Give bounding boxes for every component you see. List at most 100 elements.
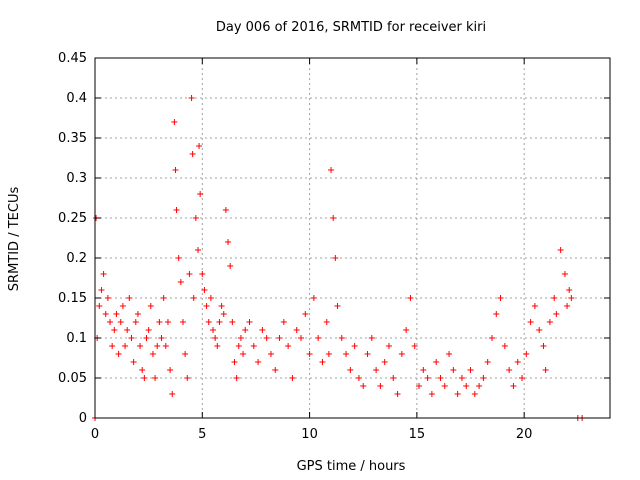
data-point (149, 351, 156, 357)
data-point (184, 375, 191, 381)
data-point (235, 343, 242, 349)
data-point (197, 191, 204, 197)
data-point (132, 319, 139, 325)
data-point (152, 375, 159, 381)
data-point (566, 287, 573, 293)
data-point (328, 167, 335, 173)
data-point (115, 351, 122, 357)
data-point (218, 303, 225, 309)
data-point (280, 319, 287, 325)
data-point (259, 327, 266, 333)
data-point (458, 375, 465, 381)
data-point (107, 319, 114, 325)
data-point (195, 247, 201, 253)
data-point (182, 351, 189, 357)
data-point (334, 303, 341, 309)
y-axis-label: SRMTID / TECUs (7, 187, 22, 292)
data-point (323, 319, 330, 325)
y-tick-label: 0.1 (66, 331, 87, 346)
data-point (134, 311, 141, 317)
data-point (128, 335, 135, 341)
data-point (360, 383, 367, 389)
data-point (351, 343, 358, 349)
data-point (480, 375, 487, 381)
data-point (113, 311, 120, 317)
data-point (446, 351, 453, 357)
data-point (488, 335, 495, 341)
data-point (177, 279, 184, 285)
data-point (137, 343, 144, 349)
data-point (377, 383, 384, 389)
data-point (330, 215, 337, 221)
data-point (190, 295, 197, 301)
data-point (126, 295, 133, 301)
data-point (540, 343, 547, 349)
data-point (407, 295, 414, 301)
data-point (231, 359, 238, 365)
y-tick-label: 0.3 (66, 171, 87, 186)
data-point (147, 303, 154, 309)
data-point (450, 367, 457, 373)
data-point (267, 351, 274, 357)
data-point (104, 295, 111, 301)
data-point (471, 391, 478, 397)
data-point (310, 295, 317, 301)
data-point (343, 351, 350, 357)
data-point (368, 335, 375, 341)
data-point (564, 303, 571, 309)
data-point (109, 343, 116, 349)
data-point (385, 343, 392, 349)
x-tick-label: 20 (516, 427, 533, 442)
data-point (225, 239, 232, 245)
data-point (514, 359, 521, 365)
data-point (214, 343, 221, 349)
data-point (164, 319, 171, 325)
y-tick-label: 0.2 (66, 251, 87, 266)
data-point (229, 319, 236, 325)
data-point (154, 343, 161, 349)
data-point (568, 295, 575, 301)
data-point (390, 375, 397, 381)
y-tick-label: 0.05 (58, 371, 87, 386)
data-point (510, 383, 517, 389)
data-point (373, 367, 380, 373)
data-point (237, 335, 244, 341)
data-series (92, 95, 586, 421)
data-point (289, 375, 296, 381)
data-point (102, 311, 109, 317)
data-point (433, 359, 440, 365)
data-point (501, 343, 508, 349)
data-point (484, 359, 491, 365)
data-point (493, 311, 500, 317)
data-point (192, 215, 199, 221)
y-tick-label: 0.15 (58, 291, 87, 306)
data-point (347, 367, 354, 373)
data-point (542, 367, 549, 373)
data-point (145, 327, 152, 333)
data-point (302, 311, 309, 317)
data-point (561, 271, 568, 277)
data-point (355, 375, 362, 381)
x-tick-label: 5 (198, 427, 206, 442)
data-point (298, 335, 304, 341)
data-point (212, 335, 219, 341)
data-point (156, 319, 163, 325)
data-point (497, 295, 504, 301)
x-tick-label: 10 (301, 427, 318, 442)
data-point (285, 343, 292, 349)
data-point (227, 263, 234, 269)
data-point (173, 207, 180, 213)
data-point (188, 95, 195, 101)
data-point (199, 271, 206, 277)
data-point (394, 391, 401, 397)
data-point (428, 391, 435, 397)
data-point (557, 247, 564, 253)
data-point (96, 303, 103, 309)
data-point (454, 391, 461, 397)
x-axis-label: GPS time / hours (297, 459, 406, 474)
y-tick-label: 0.35 (58, 131, 87, 146)
data-point (531, 303, 538, 309)
data-point (398, 351, 405, 357)
data-point (476, 383, 483, 389)
data-point (523, 351, 530, 357)
